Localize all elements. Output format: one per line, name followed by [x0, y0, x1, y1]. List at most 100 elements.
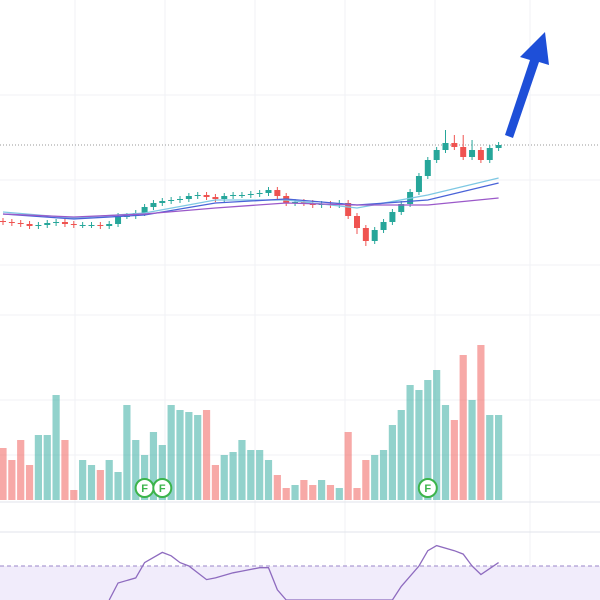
volume-bar [371, 455, 379, 500]
volume-bar [247, 450, 255, 500]
volume-bar [495, 415, 503, 500]
candle-body [106, 224, 113, 226]
arrow-annotation [505, 32, 549, 138]
moving-average [2, 177, 499, 219]
volume-bar [238, 440, 246, 500]
candle-body [345, 203, 352, 216]
candle-body [424, 160, 431, 176]
candle-body [17, 223, 24, 224]
candle-body [115, 216, 122, 224]
volume-bar [194, 415, 202, 500]
candle-body [212, 197, 219, 199]
volume-bar [291, 485, 299, 500]
volume-bar [105, 460, 113, 500]
volume-bar [229, 452, 237, 500]
candle-body [61, 222, 68, 224]
volume-bar [362, 460, 370, 500]
volume-bar [406, 385, 414, 500]
moving-average [2, 182, 499, 220]
candle-body [53, 222, 60, 223]
candle-body [177, 199, 183, 200]
candle-body [292, 202, 299, 203]
candle-body [194, 195, 201, 196]
volume-bar [87, 465, 96, 500]
candle-body [79, 225, 86, 226]
volume-bar [459, 355, 467, 500]
volume-bar [273, 475, 281, 500]
candle-body [185, 196, 192, 199]
volume-bar [397, 410, 405, 500]
candle-body [0, 221, 6, 222]
candle-body [221, 196, 228, 199]
volume-bar [123, 405, 131, 500]
volume-bar [167, 405, 175, 500]
candle-body [433, 150, 440, 160]
candle-body [26, 224, 33, 226]
volume-bar [379, 450, 388, 500]
volume-bar [211, 465, 219, 500]
candle-body [8, 222, 15, 223]
candle-body [274, 190, 281, 196]
volume-bar [149, 432, 158, 500]
volume-bar [441, 405, 450, 500]
volume-bar [158, 445, 166, 500]
candle-body [159, 201, 166, 203]
volume-bar [61, 440, 69, 500]
volume-bar [256, 450, 264, 500]
volume-bar [96, 470, 104, 500]
candle-body [168, 200, 175, 201]
volume-bar [344, 432, 352, 500]
candle-body [460, 147, 467, 157]
volume-bar [176, 410, 184, 500]
candle-body [97, 225, 104, 226]
volume-bar [388, 425, 396, 500]
volume-bar [318, 480, 326, 500]
rsi-line [108, 544, 499, 600]
candle-body [477, 150, 484, 160]
volume-bar [43, 435, 51, 500]
volume-bar [220, 455, 228, 500]
candle-body [362, 228, 369, 241]
volume-bar [202, 410, 211, 500]
candle-body [451, 143, 458, 147]
volume-bar [353, 488, 361, 500]
candle-body [398, 204, 405, 212]
event-marker [152, 478, 173, 498]
candle-body [486, 148, 493, 160]
rsi-band [0, 566, 600, 600]
candle-body [238, 195, 245, 196]
candle-body [469, 150, 476, 157]
volume-bar [450, 420, 458, 500]
event-marker-label: F [159, 483, 166, 495]
volume-bar [335, 488, 343, 500]
volume-bar [132, 440, 140, 500]
volume-bar [424, 380, 432, 500]
volume-bar [326, 485, 335, 500]
volume-bar [415, 390, 423, 500]
volume-bar [0, 448, 7, 500]
volume-bar [17, 440, 25, 500]
volume-bar [52, 395, 60, 500]
candle-body [495, 145, 502, 148]
candle-body [230, 195, 237, 196]
volume-bar [477, 345, 485, 500]
volume-bar [8, 460, 16, 500]
candle-body [150, 203, 157, 207]
candle-body [265, 190, 272, 193]
volume-bar [141, 455, 149, 500]
volume-bar [300, 480, 308, 500]
candle-body [247, 194, 254, 195]
event-marker [417, 478, 438, 498]
volume-bar [486, 415, 494, 500]
event-marker-label: F [141, 483, 148, 495]
volume-bar [433, 370, 441, 500]
volume-bar [282, 488, 290, 500]
volume-bar [264, 460, 273, 500]
candle-body [256, 193, 263, 194]
candle-body [415, 176, 422, 192]
volume-bar [309, 485, 317, 500]
candle-body [88, 225, 95, 226]
volume-bar [79, 460, 87, 500]
